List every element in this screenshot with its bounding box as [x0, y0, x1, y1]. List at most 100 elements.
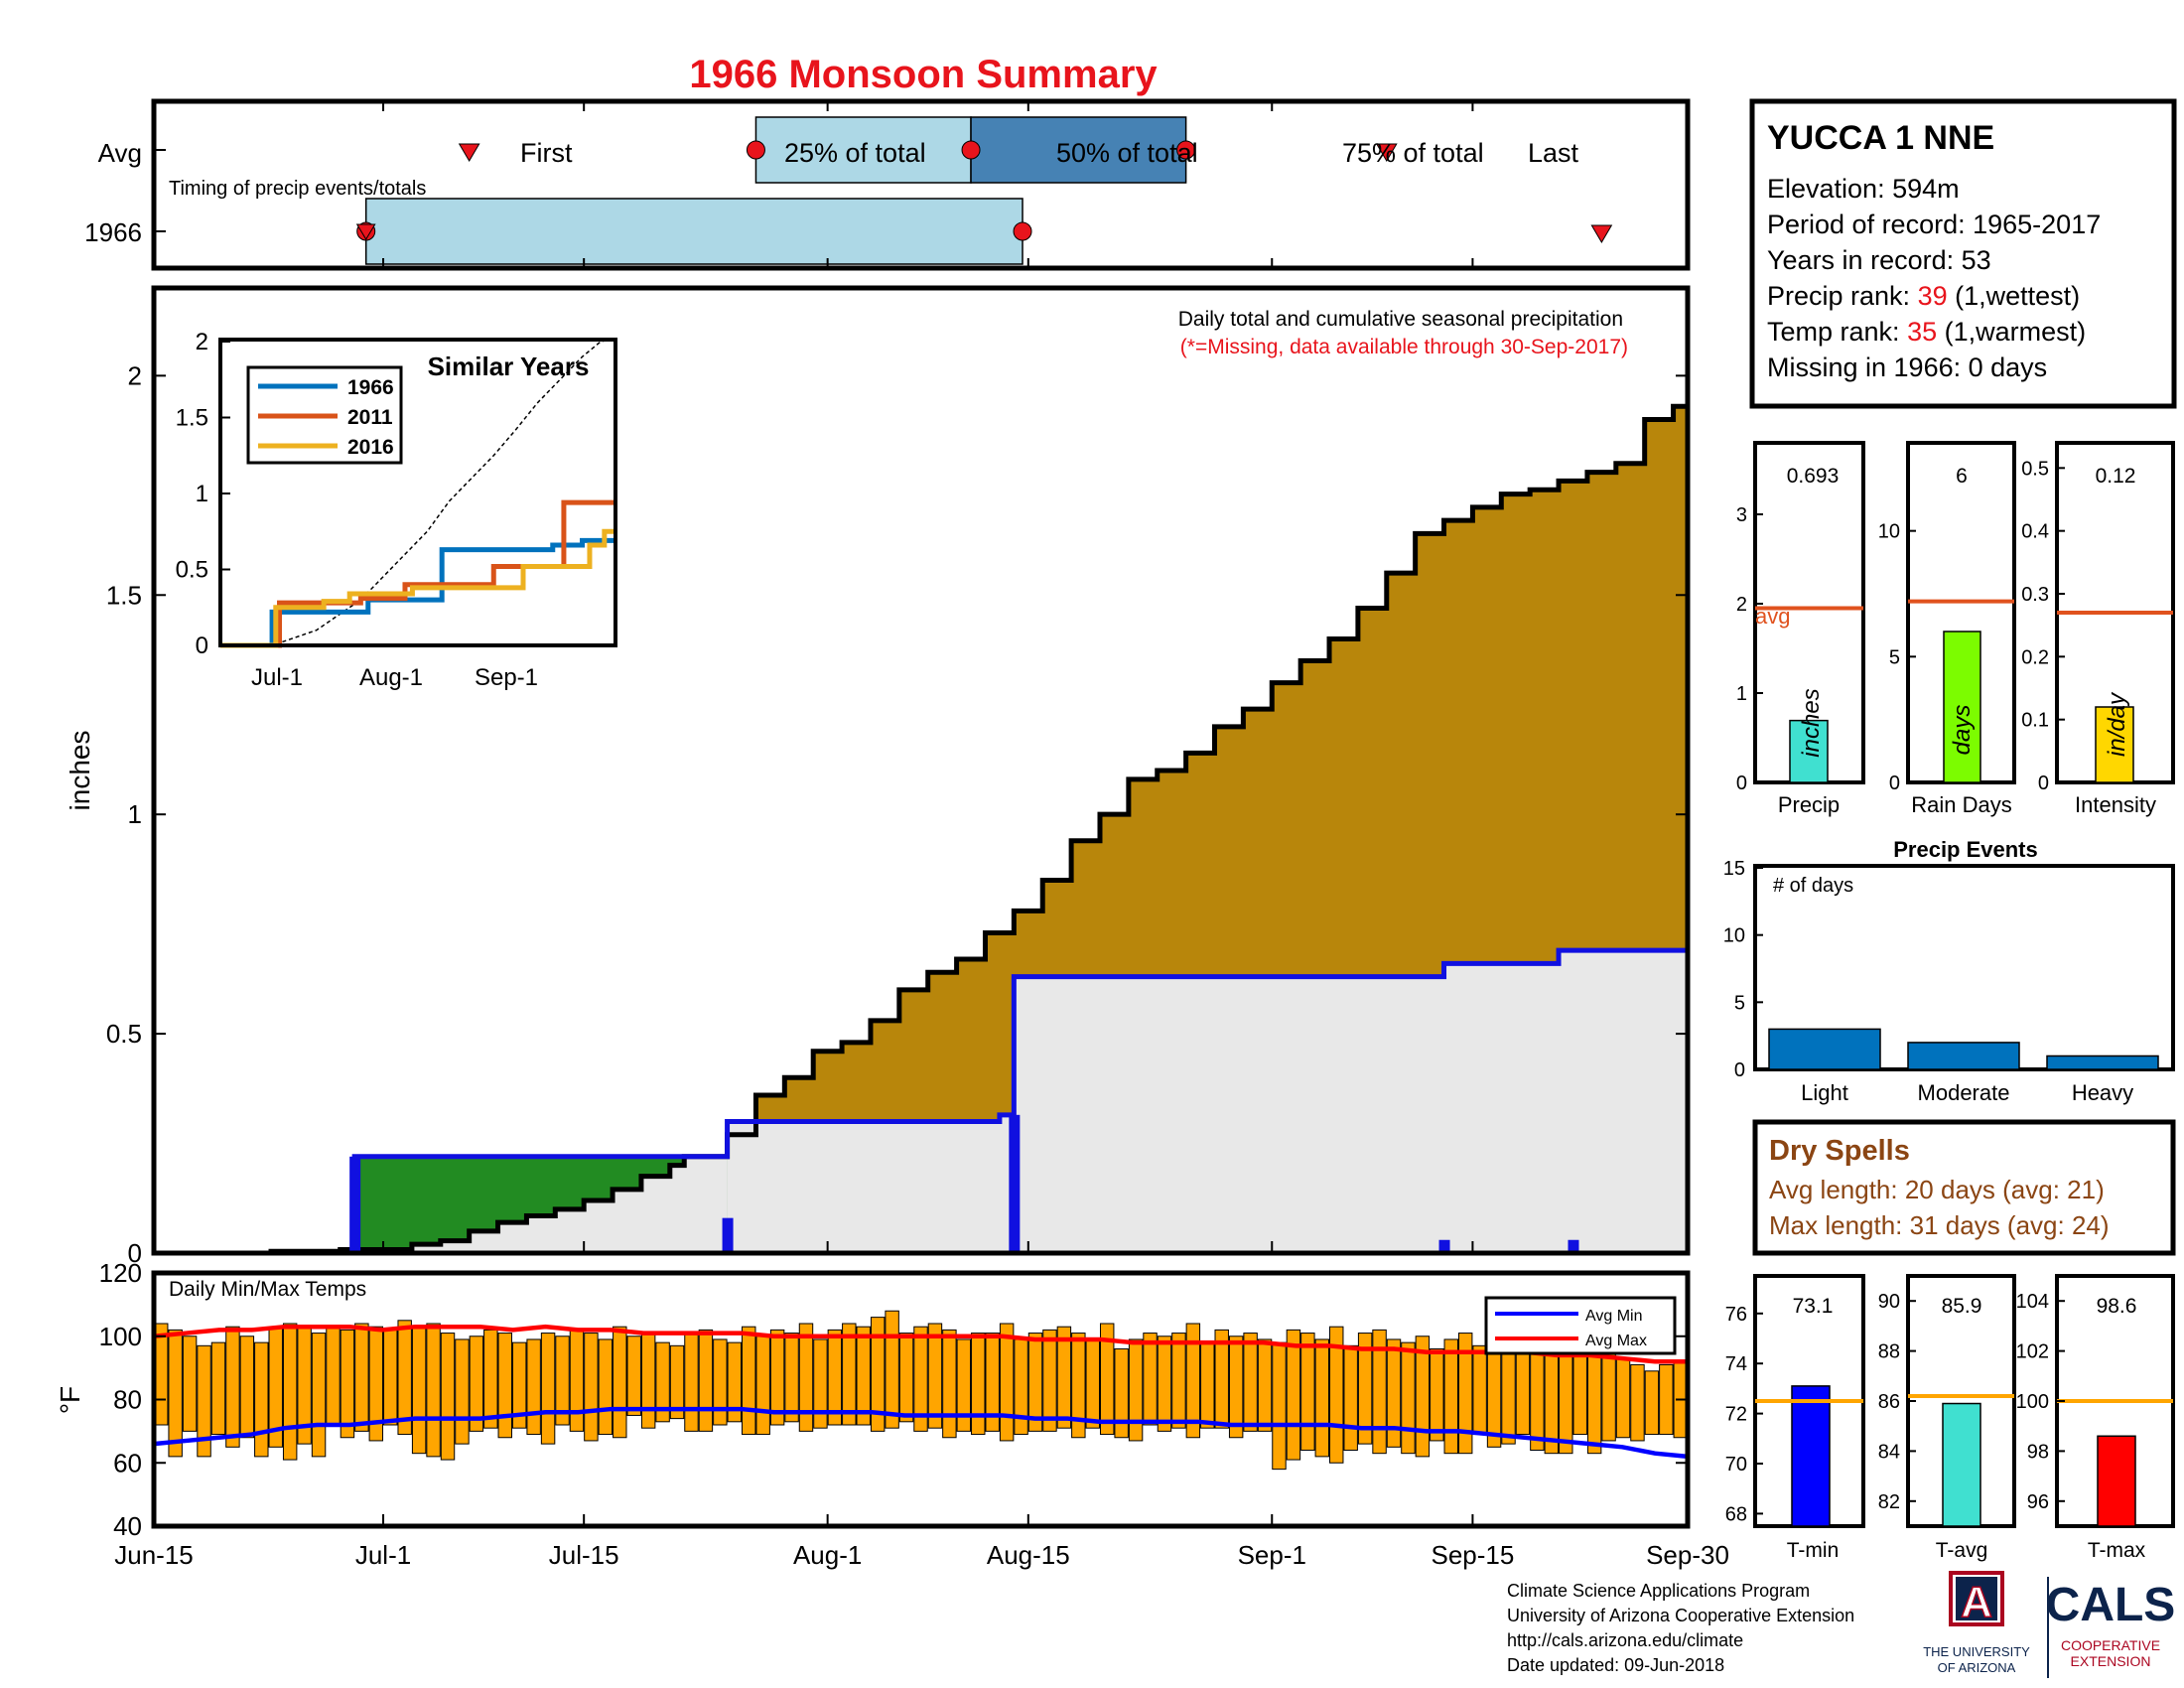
- temp-range-bar: [956, 1338, 972, 1432]
- timing-first-label: First: [520, 138, 573, 168]
- tempbar-tavg-ytick-label: 82: [1878, 1491, 1900, 1513]
- minibar-precip-avg-label: avg: [1755, 604, 1790, 629]
- minibar-precip-ytick-label: 3: [1736, 504, 1747, 526]
- timing-last-label: Last: [1528, 138, 1579, 168]
- tempbar-tmax-value: 98.6: [2097, 1295, 2137, 1318]
- temp-range-bar: [426, 1323, 441, 1458]
- temp-range-bar: [1430, 1348, 1444, 1442]
- temp-range-bar: [1586, 1344, 1602, 1455]
- inset-legend-2011: 2011: [347, 406, 393, 429]
- footer-line-1: Climate Science Applications Program: [1507, 1581, 1810, 1601]
- temp-range-bar: [182, 1336, 198, 1432]
- date-xtick-label: Aug-15: [987, 1540, 1070, 1570]
- tempbar-tmin-ytick-label: 70: [1725, 1454, 1747, 1476]
- temp-range-bar: [1185, 1323, 1201, 1439]
- minibar-precip-unit: inches: [1798, 688, 1825, 757]
- temp-range-bar: [1056, 1326, 1072, 1429]
- tempbar-tmin-ytick-label: 76: [1725, 1304, 1747, 1326]
- precip-ytick-label: 2: [128, 360, 142, 390]
- dry-spells-max: Max length: 31 days (avg: 24): [1769, 1210, 2110, 1240]
- timing-label-avg: Avg: [98, 138, 142, 168]
- temp-range-bar: [813, 1338, 828, 1429]
- temp-ytick-label: 60: [113, 1448, 142, 1477]
- temp-range-bar: [870, 1317, 886, 1432]
- daily-precip-bar: [1438, 1239, 1450, 1253]
- tempbar-tavg-bar: [1942, 1402, 1981, 1527]
- timing-50-label: 50% of total: [1056, 138, 1198, 168]
- daily-precip-bar: [349, 1156, 361, 1253]
- timing-label-year: 1966: [84, 217, 142, 247]
- tempbar-tavg-ytick-label: 86: [1878, 1391, 1900, 1413]
- inset-legend-1966: 1966: [347, 376, 394, 399]
- temp-range-bar: [411, 1326, 427, 1455]
- temp-range-bar: [713, 1338, 728, 1426]
- station-info: YUCCA 1 NNE Elevation: 594m Period of re…: [1749, 98, 2177, 409]
- temp-range-bar: [1601, 1351, 1616, 1442]
- temp-range-bar: [1128, 1338, 1144, 1442]
- precip-ytick-label: 0.5: [106, 1019, 142, 1049]
- temp-range-bar: [1214, 1329, 1229, 1429]
- precip-ytick-label: 1: [128, 799, 142, 829]
- minibar-rain-days-unit: days: [1949, 705, 1976, 756]
- temp-range-bar: [1343, 1344, 1358, 1451]
- dry-spells-avg: Avg length: 20 days (avg: 21): [1769, 1175, 2105, 1204]
- date-xtick-label: Jul-1: [355, 1540, 411, 1570]
- temp-range-bar: [1014, 1338, 1028, 1436]
- temp-range-bar: [669, 1344, 685, 1420]
- temp-range-bar: [1257, 1338, 1273, 1432]
- minibar-precip-ytick-label: 1: [1736, 683, 1747, 705]
- temp-range-bar: [898, 1333, 914, 1423]
- tempbar-tmin-ytick-label: 74: [1725, 1353, 1747, 1375]
- temp-range-bar: [154, 1323, 169, 1426]
- station-elevation: Elevation: 594m: [1767, 174, 1960, 204]
- precip-ylabel: inches: [65, 731, 95, 811]
- temp-range-bar: [640, 1333, 656, 1429]
- temp-range-bar: [971, 1333, 986, 1436]
- minibar-intensity-ytick-label: 0.3: [2021, 584, 2049, 606]
- cumulative-avg-line: [268, 401, 1691, 1254]
- daily-precip-bar: [1568, 1239, 1579, 1253]
- temp-ytick-label: 120: [99, 1258, 142, 1288]
- tempbar-tavg-ytick-label: 88: [1878, 1341, 1900, 1363]
- avg-max-line: [153, 1324, 1688, 1364]
- temp-range-bar: [1530, 1341, 1545, 1451]
- precip-events-title: Precip Events: [1893, 837, 2038, 862]
- minibar-precip-ytick-label: 2: [1736, 594, 1747, 616]
- timing-avg-p50-marker: [961, 140, 981, 160]
- minibar-intensity-label: Intensity: [2075, 792, 2156, 817]
- temp-range-bar: [1329, 1326, 1344, 1464]
- minibar-rain-days-ytick-label: 10: [1878, 521, 1900, 543]
- minibar-rain-days-ytick-label: 5: [1889, 646, 1900, 668]
- temp-range-bar: [827, 1329, 843, 1426]
- temp-range-bar: [1443, 1338, 1458, 1455]
- avg-min-line: [153, 1406, 1689, 1460]
- university-of-arizona-logo: A THE UNIVERSITY OF ARIZONA: [1923, 1571, 2030, 1675]
- temp-range-bar: [985, 1333, 1000, 1432]
- temp-range-bar: [483, 1329, 498, 1429]
- cals-logo-line-2: EXTENSION: [2071, 1653, 2151, 1669]
- temp-range-bar: [1615, 1357, 1631, 1439]
- temp-range-bar: [1200, 1341, 1215, 1429]
- temp-range-bar: [1143, 1333, 1158, 1426]
- temp-ytick-label: 80: [113, 1385, 142, 1415]
- timing-25-label: 25% of total: [784, 138, 926, 168]
- temp-range-bar: [1401, 1341, 1416, 1455]
- minibar-precip-value: 0.693: [1787, 465, 1840, 488]
- ua-logo-line-1: THE UNIVERSITY: [1923, 1644, 2030, 1659]
- tempbar-tmax: 96 98 100 102 104 98.6 T-max: [2016, 1274, 2175, 1562]
- temp-range-bar: [210, 1341, 226, 1436]
- temp-range-bar: [1357, 1333, 1373, 1445]
- temp-range-bar: [197, 1344, 211, 1458]
- inset-legend-2016: 2016: [347, 436, 394, 459]
- legend-avg-max: Avg Max: [1585, 1333, 1647, 1349]
- temp-range-bar: [698, 1329, 714, 1432]
- minibar-intensity-ytick-label: 0.4: [2021, 521, 2049, 543]
- temp-ytick-label: 100: [99, 1322, 142, 1351]
- tempbar-tmin: 68 70 72 74 76 73.1 T-min: [1725, 1274, 1865, 1562]
- temp-range-bar: [440, 1333, 456, 1461]
- date-xtick-label: Jul-15: [549, 1540, 619, 1570]
- temp-range-bar: [1071, 1333, 1086, 1439]
- temp-range-bar: [598, 1338, 614, 1436]
- inset-xtick-jul: Jul-1: [251, 664, 303, 691]
